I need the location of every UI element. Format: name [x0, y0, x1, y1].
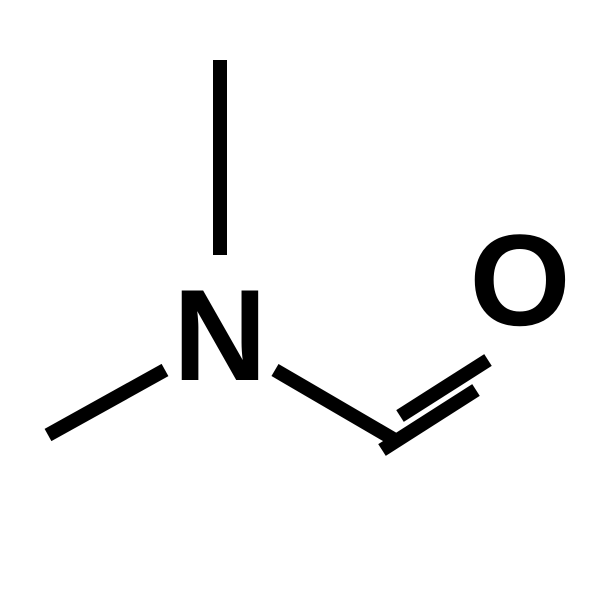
- atom-label-o: O: [469, 207, 570, 353]
- bond: [275, 370, 395, 440]
- bond: [48, 370, 165, 435]
- molecule-diagram: NO: [0, 0, 600, 600]
- atom-label-n: N: [173, 262, 267, 408]
